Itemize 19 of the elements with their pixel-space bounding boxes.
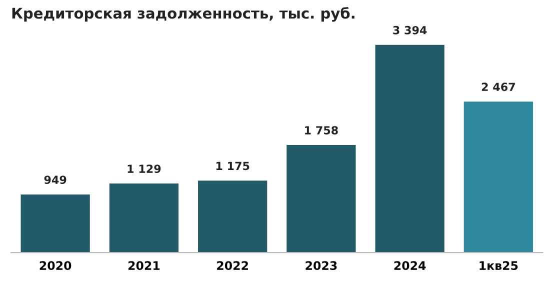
bar [375,44,444,253]
bar [464,102,533,253]
bar [20,194,90,253]
bar [198,180,268,253]
x-tick-label: 1кв25 [480,261,518,270]
chart-title: Кредиторская задолженность, тыс. руб. [12,7,354,22]
data-label: 1 129 [128,164,161,173]
data-label: 1 758 [305,126,338,134]
data-label: 1 175 [216,162,250,170]
data-label: 3 394 [393,26,427,34]
x-tick-label: 2021 [128,261,160,270]
x-tick-label: 2022 [217,261,248,270]
x-tick-label: 2024 [394,261,426,270]
x-tick-label: 2020 [40,261,72,270]
bar [286,144,356,253]
x-tick-label: 2023 [306,261,337,270]
bar [109,183,179,253]
data-label: 2 467 [482,82,515,92]
data-label: 949 [44,176,66,184]
